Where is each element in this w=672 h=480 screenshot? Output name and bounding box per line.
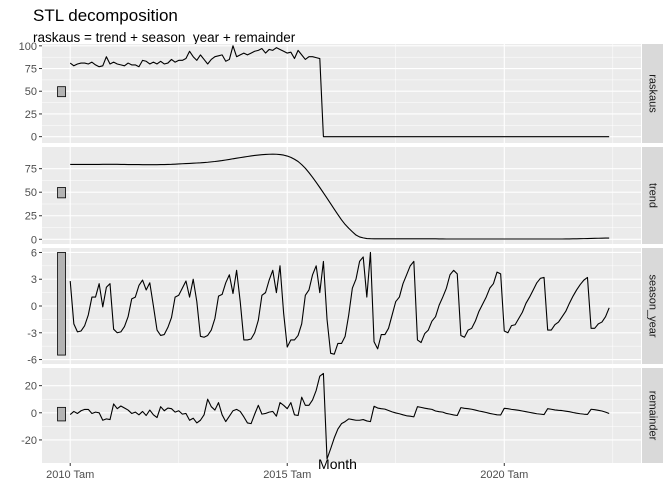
range-bar — [58, 87, 66, 97]
y-tick-label: -6 — [27, 355, 37, 367]
y-tick-label: 0 — [31, 408, 37, 420]
facet-panel-raskaus: 0 25 50 75 100 raskaus — [19, 41, 663, 144]
y-tick-label: 0 — [31, 132, 37, 144]
facet-strip-label: season_year — [647, 275, 659, 338]
y-tick-label: -3 — [27, 328, 37, 340]
chart-subtitle: raskaus = trend + season_year + remainde… — [33, 30, 296, 45]
x-tick-label: 2020 Tam — [480, 469, 528, 480]
x-tick-label: 2010 Tam — [46, 469, 94, 480]
x-tick-label: 2015 Tam — [263, 469, 311, 480]
y-tick-label: 3 — [31, 274, 37, 286]
y-tick-label: -20 — [21, 435, 37, 447]
y-tick-label: 20 — [25, 381, 37, 393]
y-tick-label: 75 — [25, 64, 37, 76]
y-tick-label: 75 — [25, 164, 37, 176]
chart-title: STL decomposition — [33, 6, 178, 25]
facet-panel-remainder: -20 0 20 remainder — [21, 368, 663, 463]
facet-panels: 0 25 50 75 100 raskaus 0 25 50 75 trend -6 -3 0 3 6 seas… — [19, 41, 663, 463]
y-tick-label: 6 — [31, 247, 37, 259]
facet-strip-label: remainder — [647, 391, 659, 441]
y-tick-label: 25 — [25, 211, 37, 223]
y-tick-label: 100 — [19, 41, 37, 53]
facet-panel-season_year: -6 -3 0 3 6 season_year — [27, 247, 663, 366]
y-tick-label: 50 — [25, 187, 37, 199]
range-bar — [58, 187, 66, 197]
facet-panel-trend: 0 25 50 75 trend — [25, 147, 663, 246]
panel-background — [42, 44, 641, 143]
x-axis-title: Month — [318, 456, 357, 472]
y-tick-label: 0 — [31, 301, 37, 313]
facet-strip-label: raskaus — [647, 74, 659, 113]
facet-strip-label: trend — [647, 183, 659, 208]
range-bar — [58, 252, 66, 355]
y-tick-label: 25 — [25, 109, 37, 121]
panel-background — [42, 368, 641, 463]
panel-background — [42, 147, 641, 244]
y-tick-label: 0 — [31, 234, 37, 246]
y-tick-label: 50 — [25, 86, 37, 98]
range-bar — [58, 407, 66, 421]
